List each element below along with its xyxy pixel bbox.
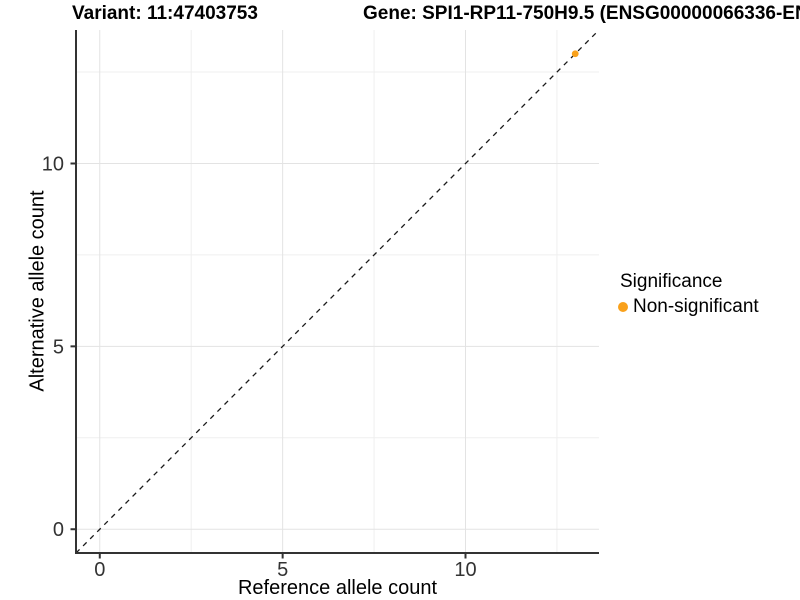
- y-tick-label: 5: [53, 336, 64, 358]
- x-tick-label: 10: [454, 559, 476, 581]
- data-point: [571, 50, 579, 58]
- legend-title: Significance: [620, 271, 723, 292]
- legend-item-label: Non-significant: [633, 296, 759, 317]
- y-axis-label: Alternative allele count: [26, 190, 49, 392]
- legend-point-icon: [618, 301, 628, 312]
- x-tick-label: 0: [94, 559, 105, 581]
- y-tick-label: 10: [42, 153, 64, 175]
- legend-item: Non-significant: [618, 295, 759, 318]
- plot-title-variant: Variant: 11:47403753: [72, 3, 258, 24]
- x-tick-label: 5: [277, 559, 288, 581]
- y-tick-label: 0: [53, 519, 64, 541]
- legend: Significance Non-significant: [618, 270, 759, 318]
- identity-reference-line: [75, 29, 600, 554]
- x-axis-label: Reference allele count: [237, 577, 437, 599]
- plot-title-gene: Gene: SPI1-RP11-750H9.5 (ENSG00000066336…: [363, 3, 800, 24]
